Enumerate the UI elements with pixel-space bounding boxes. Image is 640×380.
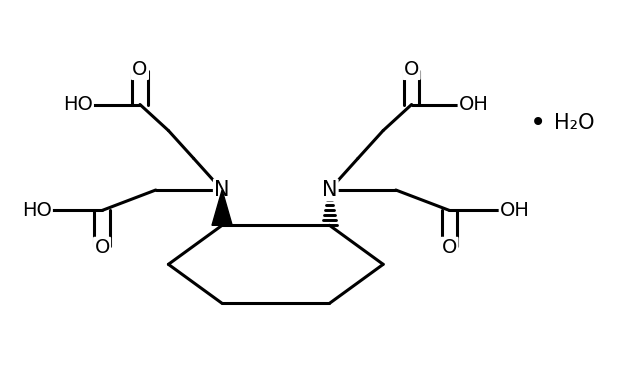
Text: O: O xyxy=(94,238,110,257)
Text: HO: HO xyxy=(63,95,93,114)
Polygon shape xyxy=(212,190,232,225)
Text: O: O xyxy=(404,60,419,79)
Text: •: • xyxy=(530,109,546,137)
Text: HO: HO xyxy=(22,201,52,220)
Text: O: O xyxy=(442,238,457,257)
Text: O: O xyxy=(132,60,148,79)
Text: N: N xyxy=(322,180,337,200)
Text: N: N xyxy=(214,180,230,200)
Text: OH: OH xyxy=(500,201,530,220)
Text: OH: OH xyxy=(459,95,489,114)
Text: H₂O: H₂O xyxy=(554,113,594,133)
